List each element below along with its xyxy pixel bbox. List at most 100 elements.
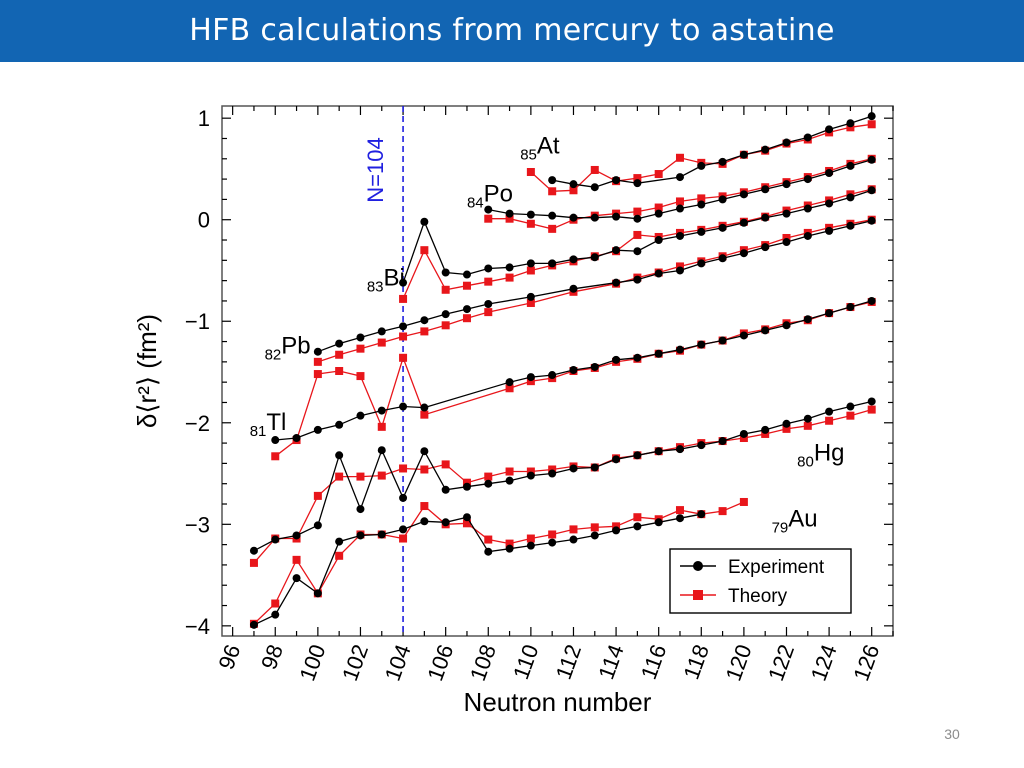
hg-theory-point: [782, 424, 791, 433]
tl-theory-point: [335, 367, 344, 375]
bi-theory-point: [505, 273, 514, 282]
at-theory-point: [675, 153, 684, 162]
pb-theory-point: [420, 327, 429, 336]
bi-experiment-point: [761, 213, 770, 222]
at-experiment-point: [590, 183, 599, 192]
bi-experiment-point: [420, 217, 429, 226]
hg-experiment-point: [313, 521, 322, 530]
bi-experiment-point: [697, 227, 706, 236]
hg-experiment-point: [356, 505, 365, 514]
au-experiment-point: [462, 513, 471, 522]
au-experiment-point: [569, 535, 578, 544]
bi-experiment-point: [654, 236, 663, 245]
au-theory-point: [484, 535, 493, 544]
pb-experiment-point: [803, 231, 812, 240]
at-experiment-line: [552, 115, 872, 188]
tl-experiment-point: [526, 373, 535, 382]
po-experiment-point: [654, 209, 663, 218]
slide-title: HFB calculations from mercury to astatin…: [189, 13, 835, 48]
pb-experiment-point: [356, 333, 365, 342]
at-experiment-point: [718, 157, 727, 166]
po-experiment-point: [675, 204, 684, 213]
au-theory-point: [612, 522, 621, 531]
bi-experiment-point: [548, 259, 557, 268]
bi-experiment-point: [825, 199, 834, 208]
element-label-au: 79Au: [772, 505, 818, 536]
au-experiment-point: [292, 574, 301, 583]
pb-experiment-point: [846, 221, 855, 230]
hg-experiment-point: [867, 397, 876, 406]
legend-label-experiment: Experiment: [728, 557, 825, 578]
x-tick-label: 104: [380, 641, 416, 684]
x-tick-label: 126: [848, 641, 884, 684]
hg-theory-point: [377, 471, 386, 480]
bi-theory-point: [462, 281, 471, 290]
po-experiment-point: [718, 195, 727, 204]
hg-theory-point: [846, 411, 855, 420]
au-theory-point: [420, 502, 429, 511]
hg-theory-point: [335, 472, 344, 481]
au-theory-point: [569, 525, 578, 534]
x-tick-label: 102: [337, 641, 373, 684]
po-theory-point: [633, 207, 642, 216]
au-experiment-line: [253, 513, 702, 626]
tl-experiment-point: [739, 331, 748, 340]
au-experiment-point: [313, 589, 322, 598]
po-theory-point: [526, 219, 535, 228]
at-theory-point: [867, 120, 876, 129]
hg-experiment-point: [335, 451, 344, 460]
tl-theory-point: [526, 377, 535, 386]
tl-experiment-point: [761, 326, 770, 335]
po-experiment-point: [633, 214, 642, 223]
au-experiment-point: [526, 541, 535, 550]
pb-experiment-point: [569, 284, 578, 293]
legend-marker-theory: [693, 590, 703, 600]
hg-experiment-point: [761, 425, 770, 434]
tl-experiment-point: [335, 420, 344, 429]
bi-experiment-point: [590, 253, 599, 262]
hg-theory-point: [399, 464, 408, 473]
y-axis-title: δ⟨r²⟩ (fm²): [132, 314, 162, 428]
hg-theory-point: [462, 478, 471, 487]
pb-experiment-point: [335, 339, 344, 348]
pb-theory-point: [484, 308, 493, 317]
tl-experiment-point: [782, 321, 791, 330]
po-experiment-point: [569, 213, 578, 222]
tl-experiment-point: [718, 336, 727, 345]
pb-experiment-point: [484, 299, 493, 308]
x-tick-label: 108: [465, 641, 501, 684]
tl-experiment-point: [420, 403, 429, 412]
au-experiment-point: [249, 620, 258, 629]
pb-theory-point: [526, 298, 535, 307]
tl-experiment-point: [548, 371, 557, 380]
hg-experiment-point: [697, 441, 706, 450]
element-label-pb: 82Pb: [265, 333, 311, 364]
hg-experiment-point: [462, 482, 471, 491]
hg-experiment-point: [590, 463, 599, 472]
pb-experiment-point: [633, 275, 642, 284]
pb-experiment-point: [399, 322, 408, 331]
bi-experiment-point: [867, 186, 876, 195]
hg-experiment-point: [484, 479, 493, 488]
bi-experiment-point: [399, 278, 408, 287]
legend-label-theory: Theory: [728, 586, 788, 607]
bi-experiment-point: [484, 264, 493, 273]
po-experiment-point: [761, 185, 770, 194]
au-experiment-point: [377, 530, 386, 539]
au-experiment-point: [612, 526, 621, 535]
at-experiment-point: [761, 145, 770, 154]
hg-experiment-point: [782, 419, 791, 428]
au-experiment-point: [548, 538, 557, 547]
bi-experiment-point: [846, 193, 855, 202]
tl-experiment-point: [399, 402, 408, 411]
bi-theory-point: [420, 246, 429, 255]
po-experiment-point: [484, 205, 493, 214]
at-experiment-point: [697, 161, 706, 170]
x-tick-label: 120: [721, 641, 757, 684]
hg-experiment-point: [825, 407, 834, 416]
hg-experiment-point: [292, 531, 301, 540]
tl-theory-point: [313, 370, 322, 379]
tl-experiment-point: [803, 315, 812, 324]
bi-theory-point: [633, 230, 642, 239]
po-experiment-point: [548, 211, 557, 220]
